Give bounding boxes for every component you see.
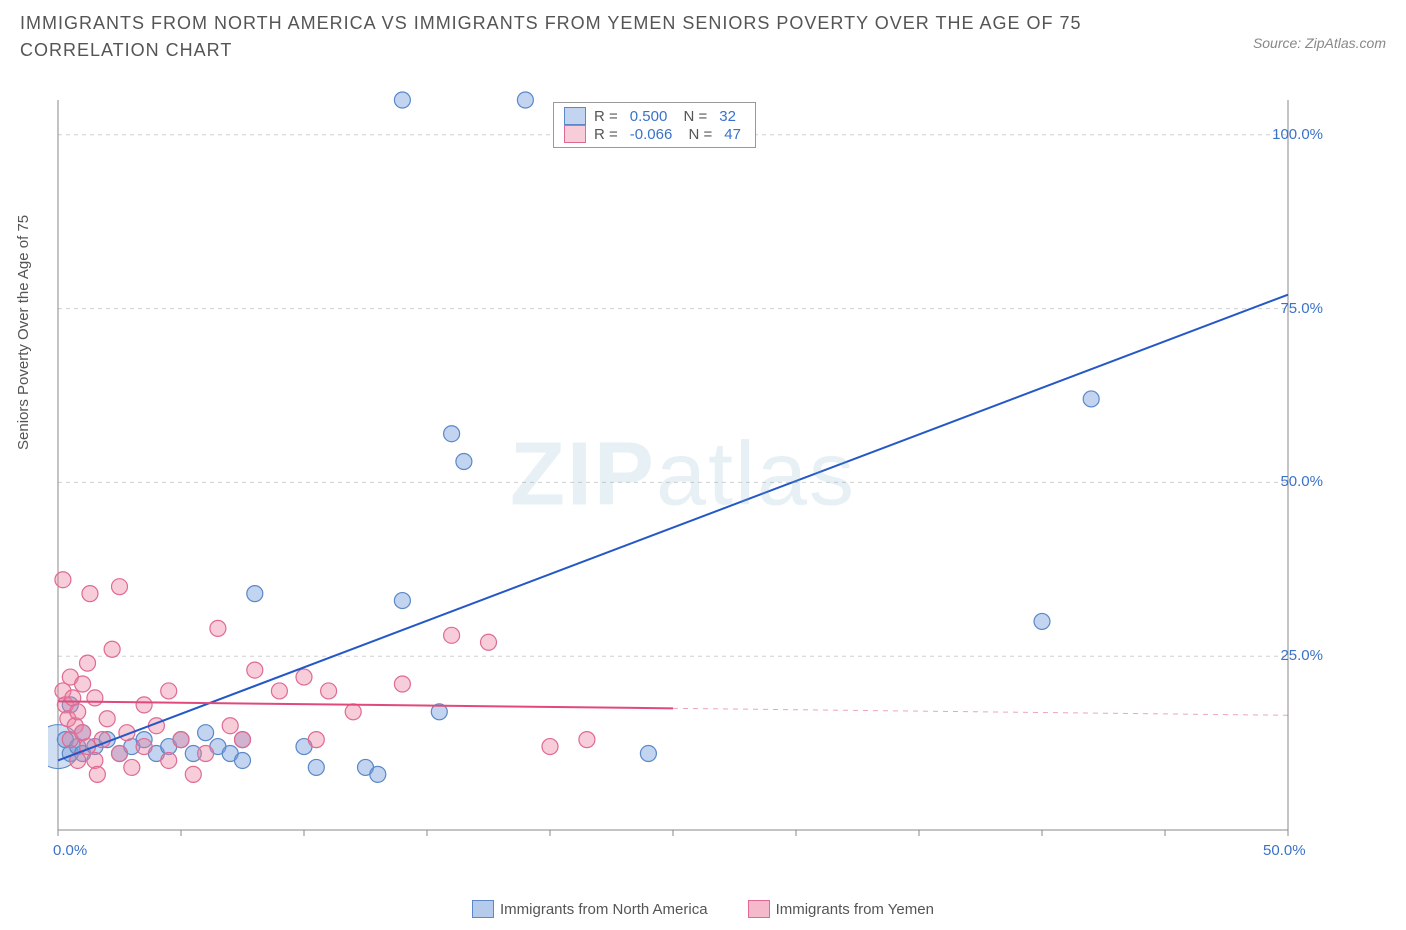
y-tick-label: 100.0% bbox=[1272, 126, 1323, 143]
legend-row: R = 0.500 N = 32 bbox=[564, 107, 745, 125]
legend-swatch-icon bbox=[564, 107, 586, 125]
y-tick-label: 50.0% bbox=[1280, 473, 1323, 490]
scatter-plot: ZIPatlas R =0.500 N =32R =-0.066 N =47 2… bbox=[48, 90, 1318, 860]
legend-n-label: N = bbox=[679, 108, 707, 125]
series-legend-label: Immigrants from North America bbox=[500, 901, 708, 918]
series-legend-item: Immigrants from North America bbox=[472, 900, 708, 918]
legend-n-value: 32 bbox=[715, 108, 740, 125]
plot-svg bbox=[48, 90, 1318, 860]
chart-title: IMMIGRANTS FROM NORTH AMERICA VS IMMIGRA… bbox=[20, 10, 1120, 64]
legend-swatch-icon bbox=[748, 900, 770, 918]
legend-n-label: N = bbox=[684, 126, 712, 143]
y-axis-label: Seniors Poverty Over the Age of 75 bbox=[15, 215, 32, 450]
series-legend-item: Immigrants from Yemen bbox=[748, 900, 934, 918]
legend-r-label: R = bbox=[594, 126, 618, 143]
source-attribution: Source: ZipAtlas.com bbox=[1253, 35, 1386, 51]
x-tick-label: 50.0% bbox=[1263, 842, 1306, 859]
series-legend: Immigrants from North America Immigrants … bbox=[0, 900, 1406, 918]
legend-r-label: R = bbox=[594, 108, 618, 125]
legend-swatch-icon bbox=[564, 125, 586, 143]
y-tick-label: 75.0% bbox=[1280, 300, 1323, 317]
legend-row: R = -0.066 N = 47 bbox=[564, 125, 745, 143]
y-tick-label: 25.0% bbox=[1280, 647, 1323, 664]
legend-r-value: 0.500 bbox=[626, 108, 672, 125]
legend-swatch-icon bbox=[472, 900, 494, 918]
legend-n-value: 47 bbox=[720, 126, 745, 143]
correlation-legend: R =0.500 N =32R =-0.066 N =47 bbox=[553, 102, 756, 148]
legend-r-value: -0.066 bbox=[626, 126, 677, 143]
series-legend-label: Immigrants from Yemen bbox=[776, 901, 934, 918]
x-tick-label: 0.0% bbox=[53, 842, 87, 859]
